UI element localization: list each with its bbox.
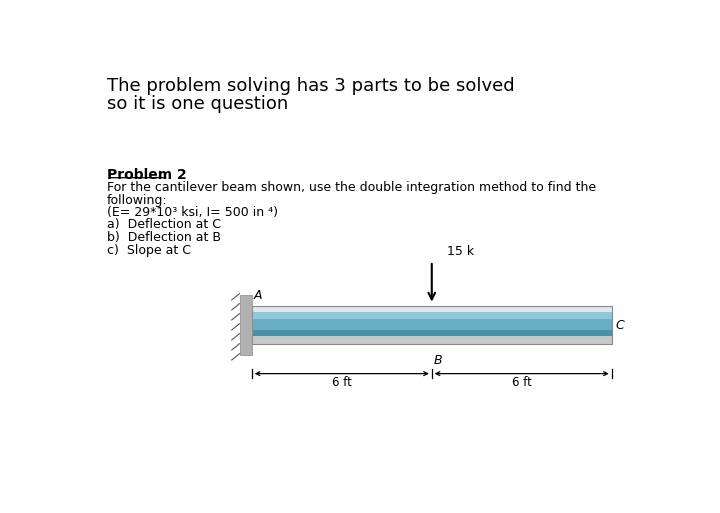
Text: 15 k: 15 k <box>447 245 474 258</box>
Bar <box>252 337 612 344</box>
Text: a)  Deflection at C: a) Deflection at C <box>107 219 221 231</box>
Text: A: A <box>253 289 262 302</box>
Text: following:: following: <box>107 194 167 207</box>
Bar <box>252 312 612 319</box>
Bar <box>252 306 612 344</box>
Bar <box>252 306 612 312</box>
Bar <box>252 322 612 337</box>
Text: For the cantilever beam shown, use the double integration method to find the: For the cantilever beam shown, use the d… <box>107 181 596 194</box>
Text: (E= 29*10³ ksi, I= 500 in ⁴): (E= 29*10³ ksi, I= 500 in ⁴) <box>107 206 278 219</box>
Text: Problem 2: Problem 2 <box>107 168 186 182</box>
Bar <box>252 319 612 330</box>
Text: so it is one question: so it is one question <box>107 95 288 113</box>
Text: b)  Deflection at B: b) Deflection at B <box>107 231 221 244</box>
Text: B: B <box>434 354 443 367</box>
Text: The problem solving has 3 parts to be solved: The problem solving has 3 parts to be so… <box>107 77 514 95</box>
Bar <box>240 295 252 355</box>
Text: C: C <box>615 319 624 332</box>
Text: 6 ft: 6 ft <box>332 376 352 389</box>
Text: c)  Slope at C: c) Slope at C <box>107 244 191 256</box>
Text: 6 ft: 6 ft <box>512 376 531 389</box>
